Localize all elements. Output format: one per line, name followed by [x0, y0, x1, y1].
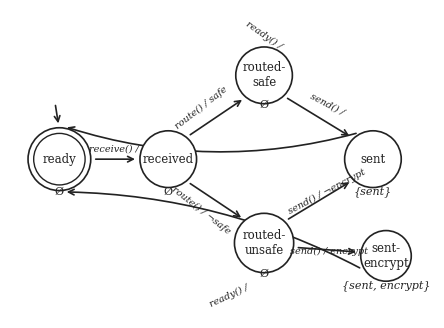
Text: {sent, encrypt}: {sent, encrypt}	[342, 280, 430, 291]
Ellipse shape	[345, 131, 401, 188]
Text: Ø: Ø	[164, 186, 173, 196]
Text: sent: sent	[361, 153, 385, 166]
Text: receive() /: receive() /	[89, 145, 139, 154]
Text: send() /: send() /	[309, 92, 346, 117]
Text: route() / ¬safe: route() / ¬safe	[170, 185, 232, 236]
Text: Ø: Ø	[259, 99, 269, 109]
Ellipse shape	[34, 133, 85, 185]
Ellipse shape	[361, 231, 411, 281]
Text: route() / safe: route() / safe	[173, 84, 229, 131]
Text: received: received	[143, 153, 194, 166]
Ellipse shape	[234, 213, 293, 273]
Text: Ø: Ø	[55, 186, 64, 196]
Text: Ø: Ø	[259, 269, 269, 279]
Text: ready: ready	[43, 153, 76, 166]
Text: ready() /: ready() /	[244, 19, 284, 51]
Text: routed-
unsafe: routed- unsafe	[242, 229, 286, 257]
Ellipse shape	[236, 47, 293, 104]
Text: routed-
safe: routed- safe	[242, 61, 286, 89]
Ellipse shape	[28, 128, 91, 191]
Text: sent-
encrypt: sent- encrypt	[363, 242, 409, 270]
Text: send() / encrypt: send() / encrypt	[289, 247, 368, 256]
Text: send() / ¬encrypt: send() / ¬encrypt	[287, 167, 367, 215]
Ellipse shape	[140, 131, 197, 188]
Text: ready() /: ready() /	[208, 283, 250, 309]
Text: {sent}: {sent}	[354, 186, 392, 197]
